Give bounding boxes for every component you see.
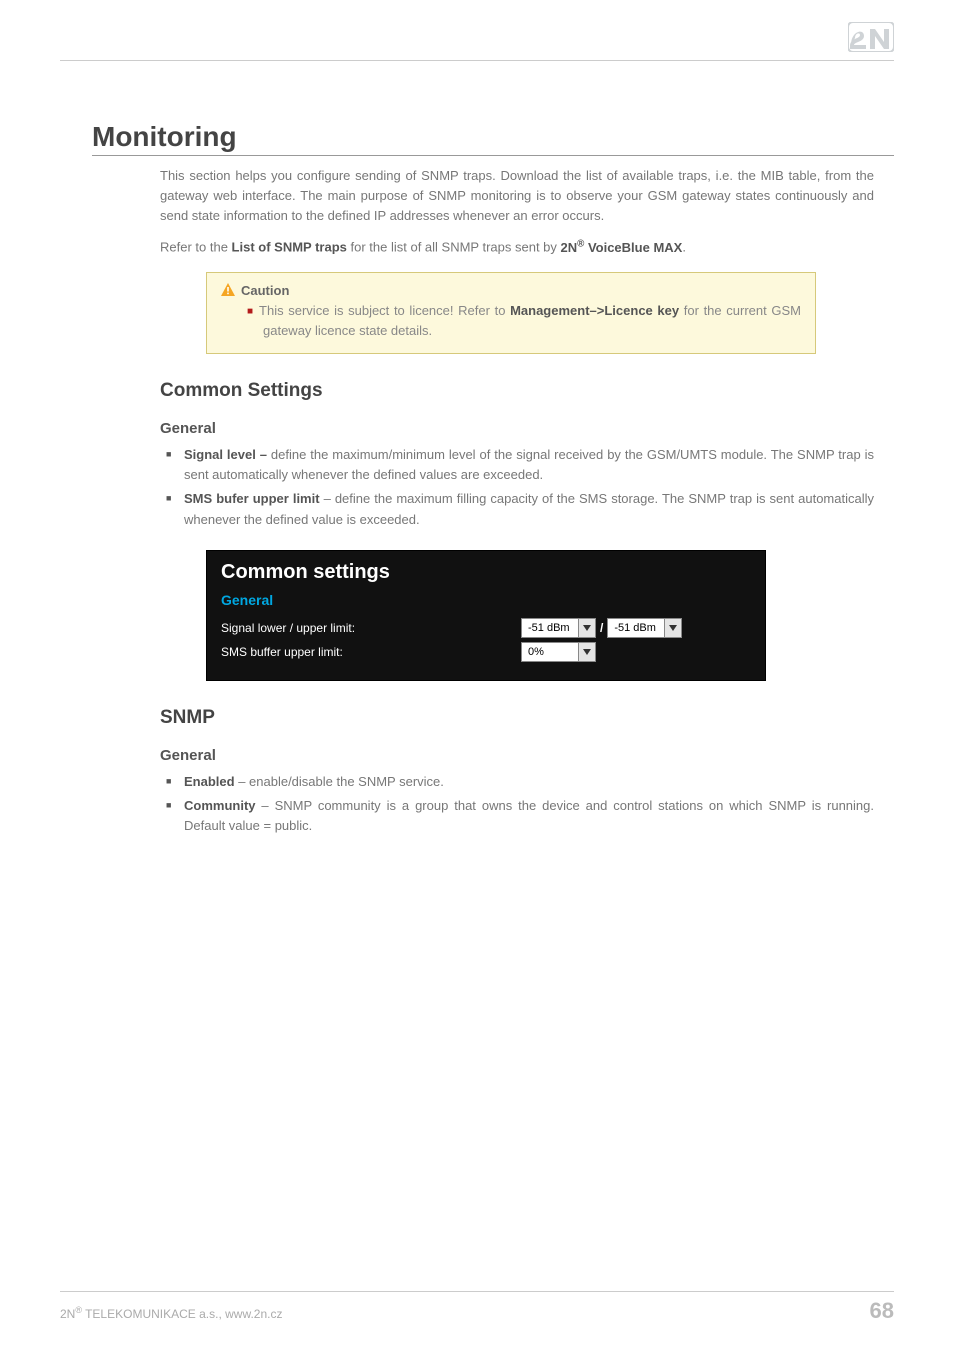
- signal-upper-select[interactable]: -51 dBm: [607, 618, 682, 638]
- screenshot-title: Common settings: [221, 561, 751, 584]
- signal-limit-row: Signal lower / upper limit: -51 dBm / -5…: [221, 618, 751, 638]
- common-settings-list: Signal level – define the maximum/minimu…: [160, 445, 874, 530]
- intro-paragraph-2: Refer to the List of SNMP traps for the …: [160, 236, 874, 257]
- signal-upper-value: -51 dBm: [608, 622, 664, 634]
- page-number: 68: [870, 1298, 894, 1324]
- common-general-heading: General: [160, 420, 874, 437]
- signal-level-label: Signal level –: [184, 447, 267, 462]
- caution-callout: Caution ■ This service is subject to lice…: [206, 272, 816, 354]
- text: This service is subject to licence! Refe…: [259, 303, 510, 318]
- community-label: Community: [184, 798, 256, 813]
- snmp-heading: SNMP: [160, 707, 874, 729]
- list-item: Enabled – enable/disable the SNMP servic…: [180, 772, 874, 792]
- chevron-down-icon: [578, 619, 595, 637]
- sms-buffer-limit-label: SMS buffer upper limit:: [221, 645, 521, 659]
- text: – SNMP community is a group that owns th…: [184, 798, 874, 833]
- product-name: 2N® VoiceBlue MAX: [561, 240, 683, 255]
- enabled-label: Enabled: [184, 774, 235, 789]
- footer-company: 2N® TELEKOMUNIKACE a.s., www.2n.cz: [60, 1305, 283, 1321]
- chevron-down-icon: [578, 643, 595, 661]
- page-footer: 2N® TELEKOMUNIKACE a.s., www.2n.cz 68: [60, 1291, 894, 1324]
- common-settings-heading: Common Settings: [160, 380, 874, 402]
- page-title: Monitoring: [92, 121, 894, 156]
- text: Refer to the: [160, 240, 232, 255]
- snmp-traps-ref: List of SNMP traps: [232, 240, 347, 255]
- page: Monitoring This section helps you config…: [0, 0, 954, 1350]
- sms-buffer-select[interactable]: 0%: [521, 642, 596, 662]
- signal-lower-select[interactable]: -51 dBm: [521, 618, 596, 638]
- sms-buffer-label: SMS bufer upper limit: [184, 491, 320, 506]
- caution-title: Caution: [221, 283, 801, 299]
- licence-key-ref: Management–>Licence key: [510, 303, 679, 318]
- text: .: [682, 240, 686, 255]
- screenshot-section-label: General: [221, 592, 751, 608]
- snmp-general-heading: General: [160, 747, 874, 764]
- header-divider: [60, 60, 894, 61]
- brand-logo: [848, 22, 894, 52]
- text: – enable/disable the SNMP service.: [235, 774, 444, 789]
- common-settings-screenshot: Common settings General Signal lower / u…: [206, 550, 766, 681]
- text: define the maximum/minimum level of the …: [184, 447, 874, 482]
- signal-lower-value: -51 dBm: [522, 622, 578, 634]
- body: This section helps you configure sending…: [160, 166, 874, 836]
- snmp-list: Enabled – enable/disable the SNMP servic…: [160, 772, 874, 836]
- sms-buffer-row: SMS buffer upper limit: 0%: [221, 642, 751, 662]
- signal-limit-label: Signal lower / upper limit:: [221, 621, 521, 635]
- sms-buffer-value: 0%: [522, 646, 578, 658]
- list-item: Community – SNMP community is a group th…: [180, 796, 874, 836]
- chevron-down-icon: [664, 619, 681, 637]
- intro-paragraph-1: This section helps you configure sending…: [160, 166, 874, 226]
- bullet-icon: ■: [247, 304, 253, 320]
- caution-body: ■ This service is subject to licence! Ref…: [221, 301, 801, 341]
- slash-separator: /: [596, 621, 607, 635]
- list-item: Signal level – define the maximum/minimu…: [180, 445, 874, 485]
- text: for the list of all SNMP traps sent by: [347, 240, 561, 255]
- list-item: SMS bufer upper limit – define the maxim…: [180, 489, 874, 529]
- warning-icon: [221, 283, 235, 299]
